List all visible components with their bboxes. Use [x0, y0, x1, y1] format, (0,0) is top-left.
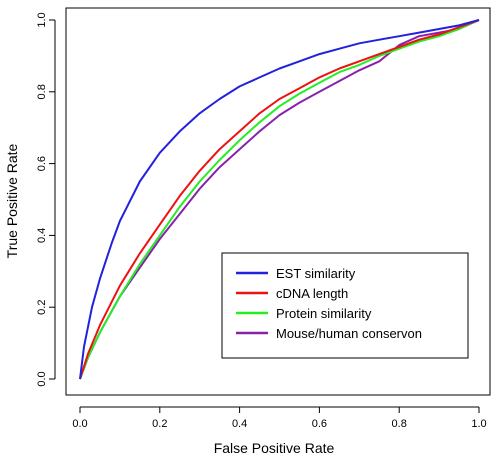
series-line-est-similarity — [79, 19, 480, 380]
y-tick-label: 0.2 — [36, 300, 48, 315]
plot-frame — [65, 7, 491, 396]
x-tick-label: 0.0 — [72, 418, 87, 430]
y-tick-label: 0.8 — [36, 84, 48, 99]
x-tick-label: 0.6 — [312, 418, 327, 430]
series-line-protein-similarity — [79, 19, 480, 380]
legend-label: cDNA length — [276, 286, 348, 301]
y-axis-label: True Positive Rate — [4, 143, 20, 258]
x-tick-label: 0.2 — [152, 418, 167, 430]
y-tick-label: 0.6 — [36, 156, 48, 171]
y-tick-label: 0.0 — [36, 371, 48, 386]
y-tick-label: 0.4 — [36, 228, 48, 243]
x-axis: 0.0 0.2 0.4 0.6 0.8 1.0 — [72, 406, 487, 430]
x-axis-label: False Positive Rate — [214, 440, 335, 456]
x-tick-label: 1.0 — [471, 418, 486, 430]
x-tick-label: 0.4 — [232, 418, 247, 430]
legend-box — [221, 252, 469, 359]
legend: EST similarity cDNA length Protein similar… — [221, 252, 469, 359]
series-lines — [79, 19, 480, 380]
legend-label: Protein similarity — [276, 306, 372, 321]
y-tick-label: 1.0 — [36, 12, 48, 27]
legend-label: EST similarity — [276, 266, 356, 281]
legend-label: Mouse/human conservon — [276, 326, 422, 341]
x-tick-label: 0.8 — [392, 418, 407, 430]
series-line-cdna-length — [79, 19, 480, 380]
y-axis: 0.0 0.2 0.4 0.6 0.8 1.0 — [36, 12, 56, 387]
